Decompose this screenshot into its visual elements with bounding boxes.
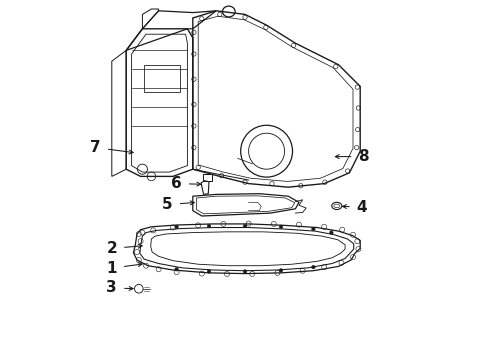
Circle shape [207,270,211,273]
Circle shape [175,267,178,271]
Circle shape [279,225,283,229]
Circle shape [330,231,333,234]
Text: 8: 8 [359,149,369,164]
Circle shape [175,225,178,229]
Text: 2: 2 [106,241,117,256]
Text: 1: 1 [106,261,117,276]
Text: 7: 7 [90,140,101,155]
Circle shape [243,270,247,273]
Circle shape [207,224,211,228]
Circle shape [312,227,315,231]
Text: 5: 5 [162,197,173,212]
Text: 6: 6 [171,176,182,191]
Text: 3: 3 [106,280,117,296]
Text: 4: 4 [357,199,368,215]
Circle shape [243,224,247,228]
Circle shape [312,265,315,269]
Circle shape [279,269,283,272]
